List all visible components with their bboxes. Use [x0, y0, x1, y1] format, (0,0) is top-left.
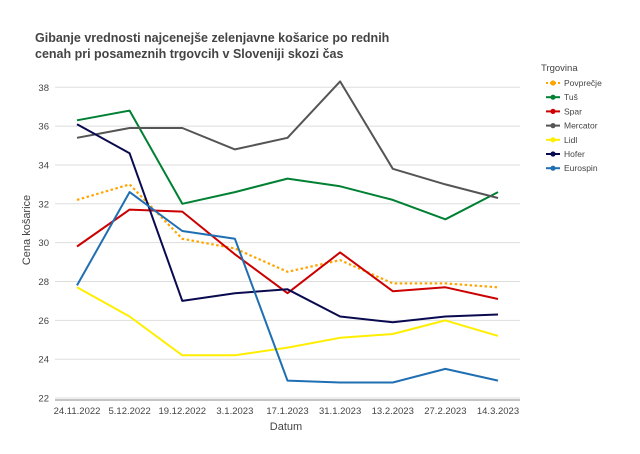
legend-marker — [550, 137, 556, 143]
x-tick-label: 19.12.2022 — [158, 406, 206, 417]
legend-item-hofer: Hofer — [546, 149, 585, 159]
legend-label: Hofer — [564, 149, 585, 159]
x-tick-label: 24.11.2022 — [54, 406, 101, 417]
y-axis-title: Cena košarice — [21, 195, 33, 265]
x-tick-label: 17.1.2023 — [266, 406, 308, 417]
legend-marker — [550, 108, 556, 114]
x-tick-label: 13.2.2023 — [372, 406, 414, 417]
legend-label: Eurospin — [564, 163, 598, 173]
legend-item-povprečje: Povprečje — [546, 78, 602, 88]
legend-label: Povprečje — [564, 78, 602, 88]
y-axis-ticks: 22 24 26 28 30 32 34 36 38 — [38, 83, 49, 405]
chart-title-line-2: cenah pri posameznih trgovcih v Slovenij… — [35, 47, 343, 61]
series-line-spar — [76, 208, 499, 300]
y-tick-label: 30 — [38, 238, 49, 249]
legend-item-spar: Spar — [546, 106, 582, 116]
y-tick-label: 38 — [38, 83, 49, 94]
series-line-eurospin — [76, 191, 499, 384]
legend-label: Spar — [564, 106, 582, 116]
chart-title-line-1: Gibanje vrednosti najcenejše zelenjavne … — [35, 31, 389, 45]
legend-item-mercator: Mercator — [546, 121, 598, 131]
legend-label: Tuš — [564, 92, 578, 102]
legend-item-lidl: Lidl — [546, 135, 577, 145]
chart-title: Gibanje vrednosti najcenejše zelenjavne … — [35, 31, 389, 61]
y-tick-label: 26 — [38, 316, 49, 327]
legend-item-eurospin: Eurospin — [546, 163, 598, 173]
series-line-lidl — [76, 286, 499, 357]
x-tick-label: 14.3.2023 — [477, 406, 519, 417]
x-tick-label: 3.1.2023 — [216, 406, 253, 417]
y-tick-label: 24 — [38, 355, 49, 366]
y-tick-label: 36 — [38, 122, 49, 133]
legend-marker — [550, 123, 556, 129]
y-tick-label: 34 — [38, 160, 49, 171]
legend-marker — [550, 80, 556, 86]
legend-item-tuš: Tuš — [546, 92, 578, 102]
series-line-hofer — [76, 123, 499, 324]
x-tick-label: 5.12.2022 — [108, 406, 150, 417]
legend-label: Lidl — [564, 135, 577, 145]
legend-marker — [550, 151, 556, 157]
legend-marker — [550, 165, 556, 171]
legend-label: Mercator — [564, 121, 598, 131]
x-axis-title: Datum — [270, 421, 302, 433]
y-tick-label: 32 — [38, 199, 49, 210]
x-tick-label: 27.2.2023 — [424, 406, 466, 417]
series-lines — [76, 80, 499, 384]
legend-title: Trgovina — [541, 63, 578, 74]
legend-marker — [550, 94, 556, 100]
y-tick-label: 28 — [38, 277, 49, 288]
x-axis-ticks: 24.11.2022 5.12.2022 19.12.2022 3.1.2023 17.… — [54, 406, 520, 417]
series-line-mercator — [76, 80, 499, 199]
series-line-tuš — [76, 109, 499, 221]
legend: Trgovina Povprečje Tuš Spar Mercator Lidl Hof… — [541, 63, 602, 173]
y-tick-label: 22 — [38, 394, 49, 405]
x-tick-label: 31.1.2023 — [319, 406, 361, 417]
gridlines — [55, 86, 520, 399]
